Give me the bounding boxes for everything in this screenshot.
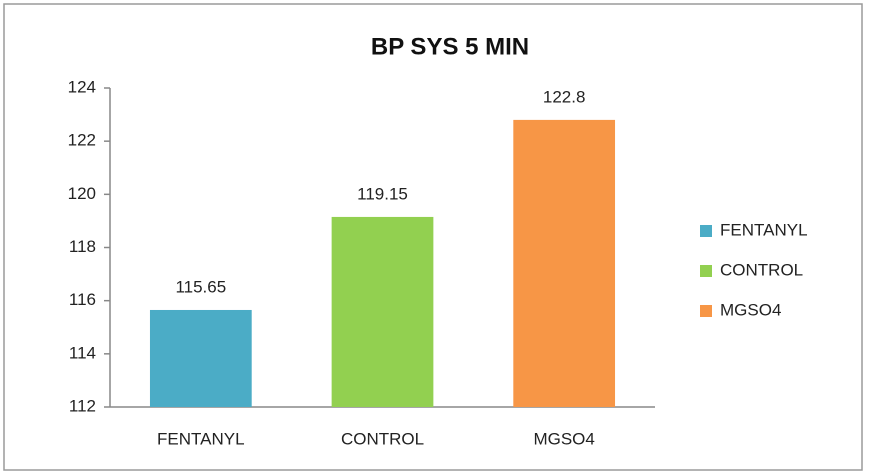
legend-label: CONTROL [720,260,803,279]
data-label: 115.65 [175,277,226,296]
legend-swatch [700,265,712,277]
legend-label: FENTANYL [720,220,808,239]
bar [149,309,252,407]
y-tick-label: 114 [69,343,96,362]
chart-title: BP SYS 5 MIN [371,33,529,60]
x-tick-label: CONTROL [341,429,424,448]
y-tick-label: 118 [69,237,96,256]
legend-label: MGSO4 [720,300,781,319]
data-label: 119.15 [357,184,408,203]
data-label: 122.8 [543,87,586,106]
bar [331,216,434,407]
y-tick-label: 120 [68,184,96,203]
x-tick-label: FENTANYL [157,429,245,448]
y-tick-label: 124 [68,77,96,96]
legend-swatch [700,305,712,317]
y-tick-label: 122 [68,131,96,150]
x-tick-label: MGSO4 [533,429,594,448]
y-tick-label: 116 [69,290,96,309]
y-tick-label: 112 [69,396,96,415]
legend-swatch [700,225,712,237]
bar [513,119,616,408]
